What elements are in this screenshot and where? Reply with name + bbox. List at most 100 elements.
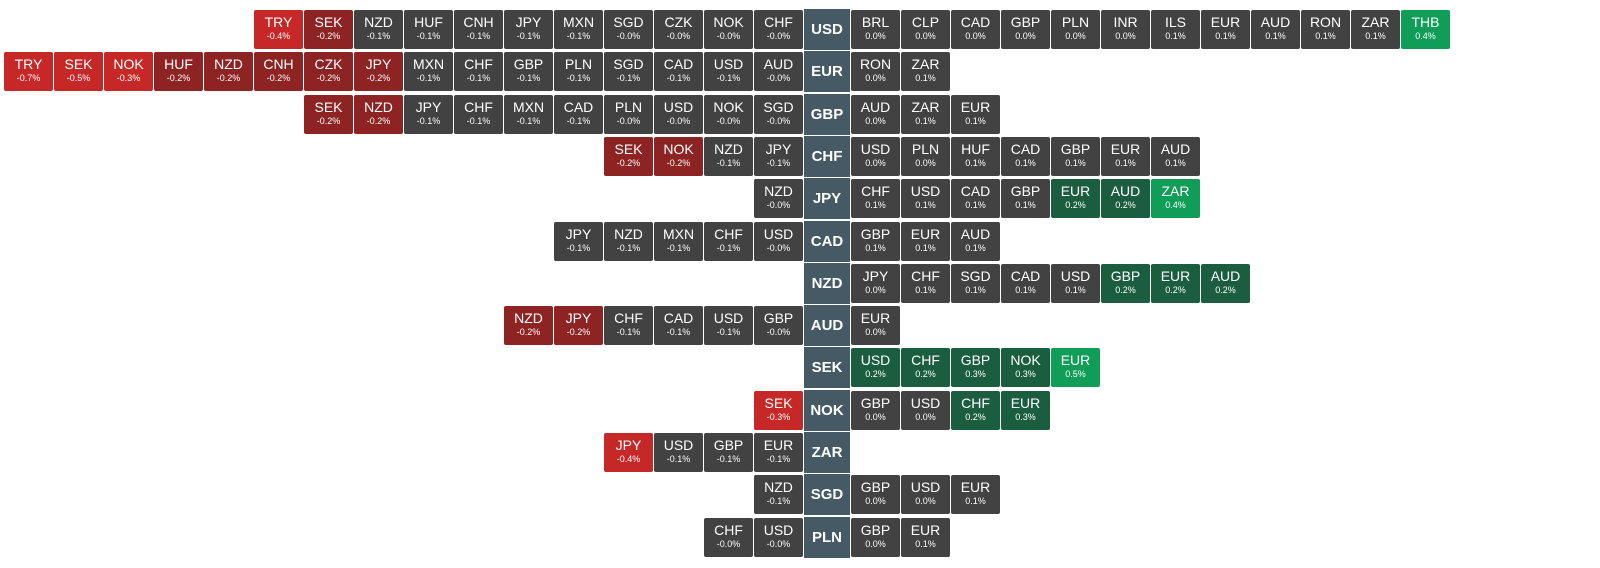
- heatmap-cell-eur-czk[interactable]: CZK -0.2%: [304, 52, 353, 91]
- heatmap-cell-usd-cnh[interactable]: CNH -0.1%: [454, 10, 503, 49]
- heatmap-cell-sek-usd[interactable]: USD 0.2%: [851, 348, 900, 387]
- heatmap-cell-sgd-gbp[interactable]: GBP 0.0%: [851, 475, 900, 514]
- heatmap-cell-aud-cad[interactable]: CAD -0.1%: [654, 306, 703, 345]
- heatmap-cell-eur-jpy[interactable]: JPY -0.2%: [354, 52, 403, 91]
- base-currency-nok[interactable]: NOK: [804, 390, 850, 431]
- heatmap-cell-gbp-aud[interactable]: AUD 0.0%: [851, 95, 900, 134]
- heatmap-cell-usd-ron[interactable]: RON 0.1%: [1301, 10, 1350, 49]
- heatmap-cell-nzd-usd[interactable]: USD 0.1%: [1051, 264, 1100, 303]
- heatmap-cell-gbp-mxn[interactable]: MXN -0.1%: [504, 95, 553, 134]
- heatmap-cell-cad-mxn[interactable]: MXN -0.1%: [654, 222, 703, 261]
- heatmap-cell-nzd-gbp[interactable]: GBP 0.2%: [1101, 264, 1150, 303]
- heatmap-cell-jpy-usd[interactable]: USD 0.1%: [901, 179, 950, 218]
- heatmap-cell-cad-nzd[interactable]: NZD -0.1%: [604, 222, 653, 261]
- heatmap-cell-eur-cad[interactable]: CAD -0.1%: [654, 52, 703, 91]
- heatmap-cell-zar-jpy[interactable]: JPY -0.4%: [604, 433, 653, 472]
- base-currency-pln[interactable]: PLN: [804, 517, 850, 558]
- heatmap-cell-usd-sek[interactable]: SEK -0.2%: [304, 10, 353, 49]
- heatmap-cell-nzd-aud[interactable]: AUD 0.2%: [1201, 264, 1250, 303]
- heatmap-cell-chf-eur[interactable]: EUR 0.1%: [1101, 137, 1150, 176]
- base-currency-chf[interactable]: CHF: [804, 136, 850, 177]
- heatmap-cell-zar-eur[interactable]: EUR -0.1%: [754, 433, 803, 472]
- heatmap-cell-nok-gbp[interactable]: GBP 0.0%: [851, 391, 900, 430]
- heatmap-cell-aud-chf[interactable]: CHF -0.1%: [604, 306, 653, 345]
- heatmap-cell-eur-sgd[interactable]: SGD -0.1%: [604, 52, 653, 91]
- heatmap-cell-nok-chf[interactable]: CHF 0.2%: [951, 391, 1000, 430]
- heatmap-cell-nzd-jpy[interactable]: JPY 0.0%: [851, 264, 900, 303]
- heatmap-cell-jpy-zar[interactable]: ZAR 0.4%: [1151, 179, 1200, 218]
- heatmap-cell-eur-chf[interactable]: CHF -0.1%: [454, 52, 503, 91]
- heatmap-cell-usd-pln[interactable]: PLN 0.0%: [1051, 10, 1100, 49]
- heatmap-cell-jpy-eur[interactable]: EUR 0.2%: [1051, 179, 1100, 218]
- heatmap-cell-aud-usd[interactable]: USD -0.1%: [704, 306, 753, 345]
- heatmap-cell-sek-nok[interactable]: NOK 0.3%: [1001, 348, 1050, 387]
- heatmap-cell-aud-eur[interactable]: EUR 0.0%: [851, 306, 900, 345]
- heatmap-cell-gbp-cad[interactable]: CAD -0.1%: [554, 95, 603, 134]
- heatmap-cell-gbp-chf[interactable]: CHF -0.1%: [454, 95, 503, 134]
- base-currency-usd[interactable]: USD: [804, 9, 850, 50]
- heatmap-cell-usd-clp[interactable]: CLP 0.0%: [901, 10, 950, 49]
- heatmap-cell-eur-aud[interactable]: AUD -0.0%: [754, 52, 803, 91]
- heatmap-cell-cad-gbp[interactable]: GBP 0.1%: [851, 222, 900, 261]
- base-currency-zar[interactable]: ZAR: [804, 432, 850, 473]
- heatmap-cell-cad-jpy[interactable]: JPY -0.1%: [554, 222, 603, 261]
- heatmap-cell-eur-cnh[interactable]: CNH -0.2%: [254, 52, 303, 91]
- heatmap-cell-eur-sek[interactable]: SEK -0.5%: [54, 52, 103, 91]
- base-currency-cad[interactable]: CAD: [804, 221, 850, 262]
- heatmap-cell-usd-eur[interactable]: EUR 0.1%: [1201, 10, 1250, 49]
- heatmap-cell-chf-cad[interactable]: CAD 0.1%: [1001, 137, 1050, 176]
- base-currency-sek[interactable]: SEK: [804, 347, 850, 388]
- heatmap-cell-chf-pln[interactable]: PLN 0.0%: [901, 137, 950, 176]
- heatmap-cell-zar-gbp[interactable]: GBP -0.1%: [704, 433, 753, 472]
- heatmap-cell-aud-jpy[interactable]: JPY -0.2%: [554, 306, 603, 345]
- heatmap-cell-pln-gbp[interactable]: GBP 0.0%: [851, 518, 900, 557]
- heatmap-cell-gbp-jpy[interactable]: JPY -0.1%: [404, 95, 453, 134]
- heatmap-cell-eur-ron[interactable]: RON 0.0%: [851, 52, 900, 91]
- heatmap-cell-pln-eur[interactable]: EUR 0.1%: [901, 518, 950, 557]
- heatmap-cell-usd-jpy[interactable]: JPY -0.1%: [504, 10, 553, 49]
- heatmap-cell-gbp-sek[interactable]: SEK -0.2%: [304, 95, 353, 134]
- heatmap-cell-nok-eur[interactable]: EUR 0.3%: [1001, 391, 1050, 430]
- heatmap-cell-gbp-pln[interactable]: PLN -0.0%: [604, 95, 653, 134]
- heatmap-cell-eur-usd[interactable]: USD -0.1%: [704, 52, 753, 91]
- heatmap-cell-usd-huf[interactable]: HUF -0.1%: [404, 10, 453, 49]
- heatmap-cell-usd-ils[interactable]: ILS 0.1%: [1151, 10, 1200, 49]
- heatmap-cell-sek-gbp[interactable]: GBP 0.3%: [951, 348, 1000, 387]
- heatmap-cell-gbp-usd[interactable]: USD -0.0%: [654, 95, 703, 134]
- heatmap-cell-usd-nok[interactable]: NOK -0.0%: [704, 10, 753, 49]
- heatmap-cell-cad-chf[interactable]: CHF -0.1%: [704, 222, 753, 261]
- heatmap-cell-nzd-eur[interactable]: EUR 0.2%: [1151, 264, 1200, 303]
- heatmap-cell-usd-try[interactable]: TRY -0.4%: [254, 10, 303, 49]
- heatmap-cell-eur-nok[interactable]: NOK -0.3%: [104, 52, 153, 91]
- heatmap-cell-sek-chf[interactable]: CHF 0.2%: [901, 348, 950, 387]
- heatmap-cell-usd-zar[interactable]: ZAR 0.1%: [1351, 10, 1400, 49]
- base-currency-nzd[interactable]: NZD: [804, 263, 850, 304]
- heatmap-cell-chf-sek[interactable]: SEK -0.2%: [604, 137, 653, 176]
- heatmap-cell-zar-usd[interactable]: USD -0.1%: [654, 433, 703, 472]
- heatmap-cell-chf-gbp[interactable]: GBP 0.1%: [1051, 137, 1100, 176]
- heatmap-cell-chf-jpy[interactable]: JPY -0.1%: [754, 137, 803, 176]
- heatmap-cell-sgd-nzd[interactable]: NZD -0.1%: [754, 475, 803, 514]
- heatmap-cell-jpy-chf[interactable]: CHF 0.1%: [851, 179, 900, 218]
- heatmap-cell-nok-sek[interactable]: SEK -0.3%: [754, 391, 803, 430]
- heatmap-cell-eur-gbp[interactable]: GBP -0.1%: [504, 52, 553, 91]
- heatmap-cell-eur-try[interactable]: TRY -0.7%: [4, 52, 53, 91]
- heatmap-cell-jpy-aud[interactable]: AUD 0.2%: [1101, 179, 1150, 218]
- heatmap-cell-chf-huf[interactable]: HUF 0.1%: [951, 137, 1000, 176]
- base-currency-sgd[interactable]: SGD: [804, 474, 850, 515]
- base-currency-gbp[interactable]: GBP: [804, 94, 850, 135]
- base-currency-aud[interactable]: AUD: [804, 305, 850, 346]
- heatmap-cell-usd-gbp[interactable]: GBP 0.0%: [1001, 10, 1050, 49]
- heatmap-cell-pln-chf[interactable]: CHF -0.0%: [704, 518, 753, 557]
- heatmap-cell-nzd-chf[interactable]: CHF 0.1%: [901, 264, 950, 303]
- heatmap-cell-cad-usd[interactable]: USD -0.0%: [754, 222, 803, 261]
- heatmap-cell-nzd-cad[interactable]: CAD 0.1%: [1001, 264, 1050, 303]
- heatmap-cell-gbp-nok[interactable]: NOK -0.0%: [704, 95, 753, 134]
- heatmap-cell-usd-czk[interactable]: CZK -0.0%: [654, 10, 703, 49]
- heatmap-cell-eur-huf[interactable]: HUF -0.2%: [154, 52, 203, 91]
- heatmap-cell-chf-usd[interactable]: USD 0.0%: [851, 137, 900, 176]
- base-currency-jpy[interactable]: JPY: [804, 178, 850, 219]
- heatmap-cell-gbp-eur[interactable]: EUR 0.1%: [951, 95, 1000, 134]
- heatmap-cell-usd-cad[interactable]: CAD 0.0%: [951, 10, 1000, 49]
- heatmap-cell-eur-mxn[interactable]: MXN -0.1%: [404, 52, 453, 91]
